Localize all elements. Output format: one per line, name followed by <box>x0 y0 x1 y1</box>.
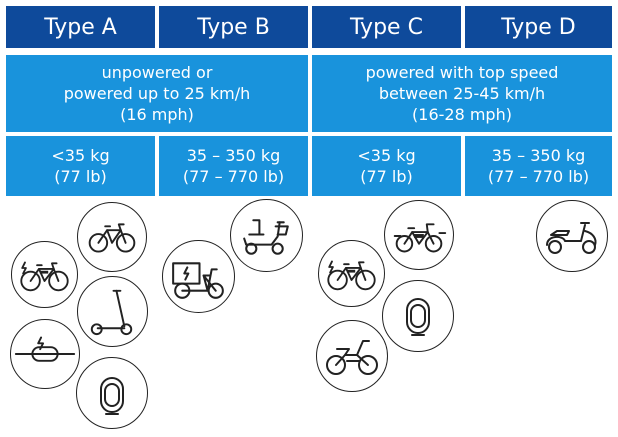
unicycle-icon <box>382 280 454 352</box>
speed-e-bike-icon <box>384 200 454 270</box>
weight-type-c: <35 kg (77 lb) <box>312 136 461 196</box>
weight-type-b: 35 – 350 kg (77 – 770 lb) <box>159 136 308 196</box>
weight-lb: (77 lb) <box>54 167 107 186</box>
header-type-a: Type A <box>6 6 155 48</box>
speed-line: (16 mph) <box>120 105 194 124</box>
speed-line: powered up to 25 km/h <box>63 84 251 103</box>
weight-kg: <35 kg <box>51 146 110 165</box>
header-type-d: Type D <box>465 6 612 48</box>
speed-class-unpowered: unpowered or powered up to 25 km/h (16 m… <box>6 55 308 132</box>
weight-lb: (77 – 770 lb) <box>487 167 590 186</box>
e-bike-icon <box>318 240 385 307</box>
e-scooter-icon <box>77 276 148 347</box>
header-type-b: Type B <box>159 6 308 48</box>
mobility-scooter-icon <box>230 199 303 272</box>
weight-kg: <35 kg <box>357 146 416 165</box>
weight-type-a: <35 kg (77 lb) <box>6 136 155 196</box>
motor-scooter-icon <box>536 200 608 272</box>
onewheel-icon <box>10 319 80 389</box>
speed-class-powered: powered with top speed between 25-45 km/… <box>312 55 612 132</box>
bicycle-icon <box>77 202 147 272</box>
header-type-c: Type C <box>312 6 461 48</box>
weight-lb: (77 – 770 lb) <box>182 167 285 186</box>
weight-kg: 35 – 350 kg <box>491 146 586 165</box>
weight-lb: (77 lb) <box>360 167 413 186</box>
weight-type-d: 35 – 350 kg (77 – 770 lb) <box>465 136 612 196</box>
unicycle-icon <box>76 357 148 429</box>
speed-line: (16-28 mph) <box>412 105 512 124</box>
speed-line: between 25-45 km/h <box>378 84 546 103</box>
cargo-e-bike-icon <box>162 240 235 313</box>
weight-kg: 35 – 350 kg <box>186 146 281 165</box>
e-bike-icon <box>11 241 78 308</box>
moped-icon <box>316 320 388 392</box>
speed-line: unpowered or <box>101 63 213 82</box>
speed-line: powered with top speed <box>365 63 559 82</box>
